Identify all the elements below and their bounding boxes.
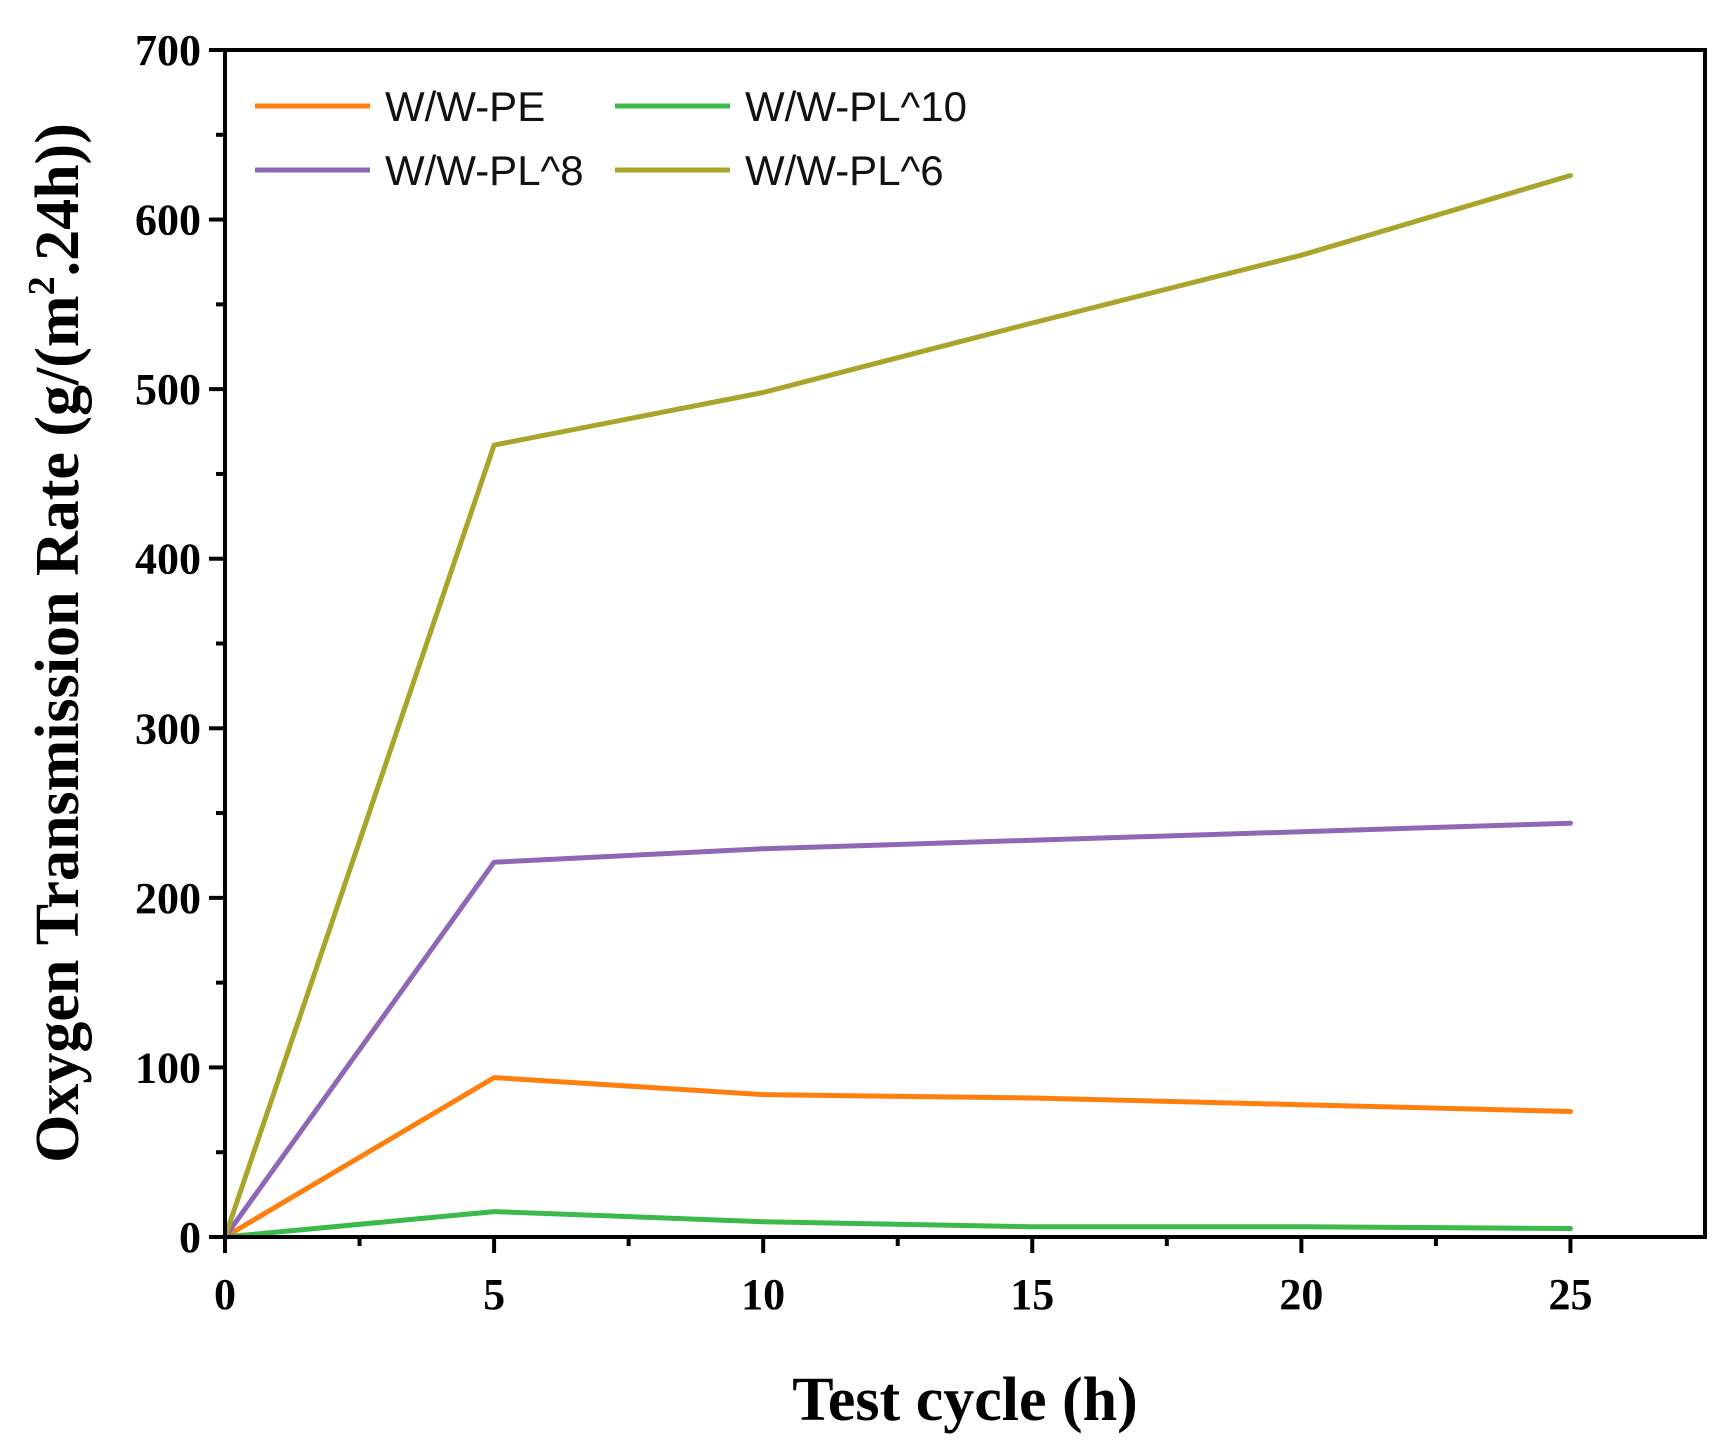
legend-label-w-w-pl-8: W/W-PL^8 <box>385 147 584 194</box>
x-tick-label: 5 <box>483 1270 505 1319</box>
legend-label-w-w-pe: W/W-PE <box>385 83 545 130</box>
x-axis-title: Test cycle (h) <box>792 1366 1138 1434</box>
x-tick-label: 0 <box>214 1270 236 1319</box>
y-axis-title-main: Oxygen Transmission Rate (g/(m <box>24 295 92 1162</box>
y-axis-ticks: 0 100 200 300 400 500 600 700 <box>135 26 225 1262</box>
y-tick-label: 600 <box>135 196 201 245</box>
x-tick-label: 15 <box>1010 1270 1054 1319</box>
legend: W/W-PE W/W-PL^10 W/W-PL^8 W/W-PL^6 <box>255 83 967 194</box>
y-axis-title-superscript: 2 <box>21 276 63 295</box>
x-tick-label: 25 <box>1548 1270 1592 1319</box>
y-axis-title-tail: .24h)) <box>24 123 92 276</box>
legend-label-w-w-pl-10: W/W-PL^10 <box>745 83 967 130</box>
x-tick-label: 10 <box>741 1270 785 1319</box>
series-line-w-w-pl-8 <box>222 820 1573 1240</box>
y-tick-label: 300 <box>135 704 201 753</box>
y-tick-label: 400 <box>135 535 201 584</box>
x-tick-label: 20 <box>1279 1270 1323 1319</box>
y-tick-label: 0 <box>179 1213 201 1262</box>
y-tick-label: 700 <box>135 26 201 75</box>
y-tick-label: 100 <box>135 1043 201 1092</box>
y-tick-label: 200 <box>135 874 201 923</box>
series-line-w-w-pl-10 <box>222 1209 1573 1240</box>
y-axis-title: Oxygen Transmission Rate (g/(m2.24h)) <box>21 123 92 1163</box>
y-tick-label: 500 <box>135 365 201 414</box>
series-lines <box>222 173 1573 1240</box>
plot-frame <box>223 48 1707 1239</box>
x-axis-ticks: 0 5 10 15 20 25 <box>214 1237 1592 1319</box>
series-line-w-w-pl-6 <box>222 173 1573 1240</box>
series-line-w-w-pe <box>222 1075 1573 1240</box>
legend-label-w-w-pl-6: W/W-PL^6 <box>745 147 944 194</box>
